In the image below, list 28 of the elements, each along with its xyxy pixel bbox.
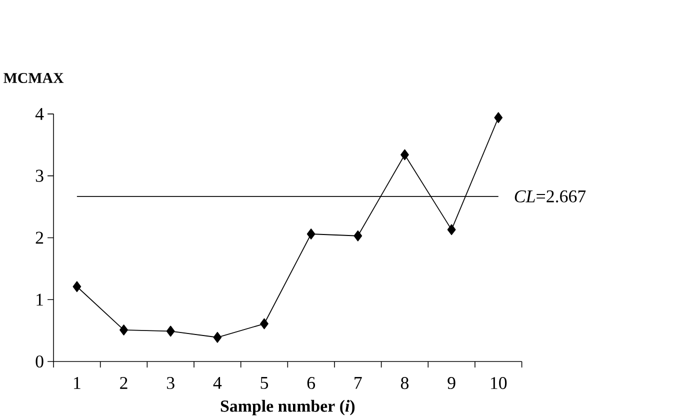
x-tick-label: 9 <box>448 376 456 389</box>
point <box>447 224 456 235</box>
x-tick-label: 2 <box>120 376 128 389</box>
y-tick-label: 1 <box>36 294 43 306</box>
x-tick-label: 6 <box>307 376 316 389</box>
point <box>306 228 316 240</box>
ref-line-label: CL=2.667 <box>514 190 586 202</box>
point <box>354 230 362 242</box>
x-tick-label: 3 <box>166 376 174 389</box>
point <box>120 324 128 336</box>
y-axis-title: MCMAX <box>4 72 64 83</box>
x-tick-label: 7 <box>354 376 362 389</box>
y-tick-label: 3 <box>36 170 44 182</box>
point <box>494 112 503 123</box>
point <box>166 326 175 336</box>
point <box>72 281 82 292</box>
y-tick-label: 4 <box>35 108 44 120</box>
x-tick-label: 10 <box>491 376 507 389</box>
x-tick-label: 1 <box>74 376 80 389</box>
y-tick-label: 0 <box>36 355 44 368</box>
point <box>213 332 222 343</box>
x-tick-label: 5 <box>260 376 268 389</box>
x-tick-label: 8 <box>400 376 409 389</box>
x-tick-label: 4 <box>213 376 222 389</box>
x-axis-title: Sample number (i) <box>220 400 355 416</box>
point <box>400 149 409 160</box>
y-tick-label: 2 <box>36 232 44 244</box>
point <box>260 318 268 330</box>
